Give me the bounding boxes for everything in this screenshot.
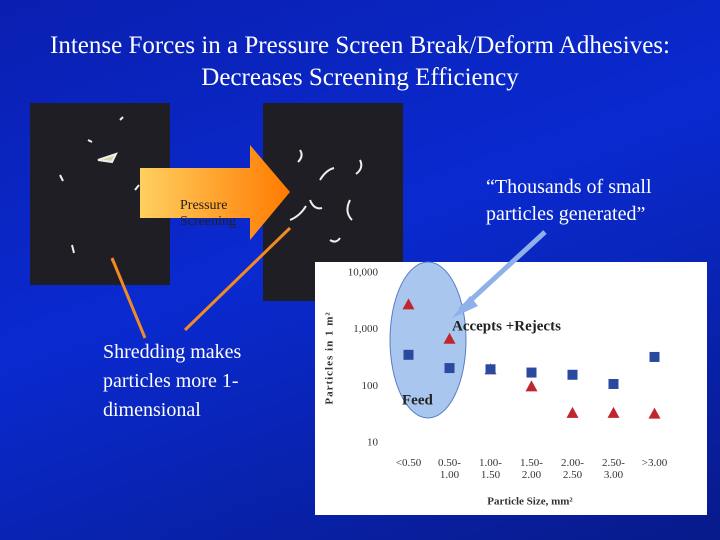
marker <box>649 351 660 362</box>
arrow-label: Pressure Screening <box>180 198 236 229</box>
chart: 10,000 1,000 100 10 Particles in 1 m² Particl… <box>324 267 661 508</box>
x-tick-label: 2.00-2.50 <box>561 457 584 481</box>
x-tick-label: 1.00-1.50 <box>479 457 502 481</box>
x-tick-label: >3.00 <box>641 457 668 469</box>
marker <box>525 380 538 392</box>
pointer <box>110 257 147 339</box>
y-tick-label: 10,000 <box>348 267 379 279</box>
marker <box>403 349 414 360</box>
title-line: Intense Forces in a Pressure Screen Brea… <box>50 32 670 59</box>
y-axis-label: Particles in 1 m² <box>324 311 336 404</box>
y-tick-label: 100 <box>362 380 379 392</box>
marker <box>485 364 496 375</box>
x-tick-label: 0.50-1.00 <box>438 457 461 481</box>
marker <box>402 298 415 310</box>
y-tick-label: 1,000 <box>353 323 378 335</box>
chart-background <box>315 262 707 515</box>
marker <box>444 363 455 374</box>
series-label: Feed <box>402 392 433 408</box>
marker <box>566 406 579 418</box>
marker <box>648 407 661 419</box>
marker <box>526 367 537 378</box>
marker <box>443 332 456 344</box>
marker <box>607 406 620 418</box>
pointer-head <box>452 296 478 318</box>
marker <box>567 369 578 380</box>
x-tick-label: 2.50-3.00 <box>602 457 625 481</box>
x-axis-label: Particle Size, mm² <box>487 496 573 508</box>
note: Shredding makes particles more 1-dimensi… <box>103 341 242 421</box>
process-arrow <box>140 145 290 240</box>
quote: “Thousands of small particles generated” <box>486 176 652 225</box>
x-tick-label: 1.50-2.00 <box>520 457 543 481</box>
y-tick-label: 10 <box>367 437 379 449</box>
title-line: Decreases Screening Efficiency <box>201 64 519 91</box>
series-label: Accepts +Rejects <box>452 318 561 334</box>
pointer <box>458 230 547 312</box>
marker <box>608 378 619 389</box>
pointer <box>183 226 292 332</box>
x-tick-label: <0.50 <box>395 457 422 469</box>
